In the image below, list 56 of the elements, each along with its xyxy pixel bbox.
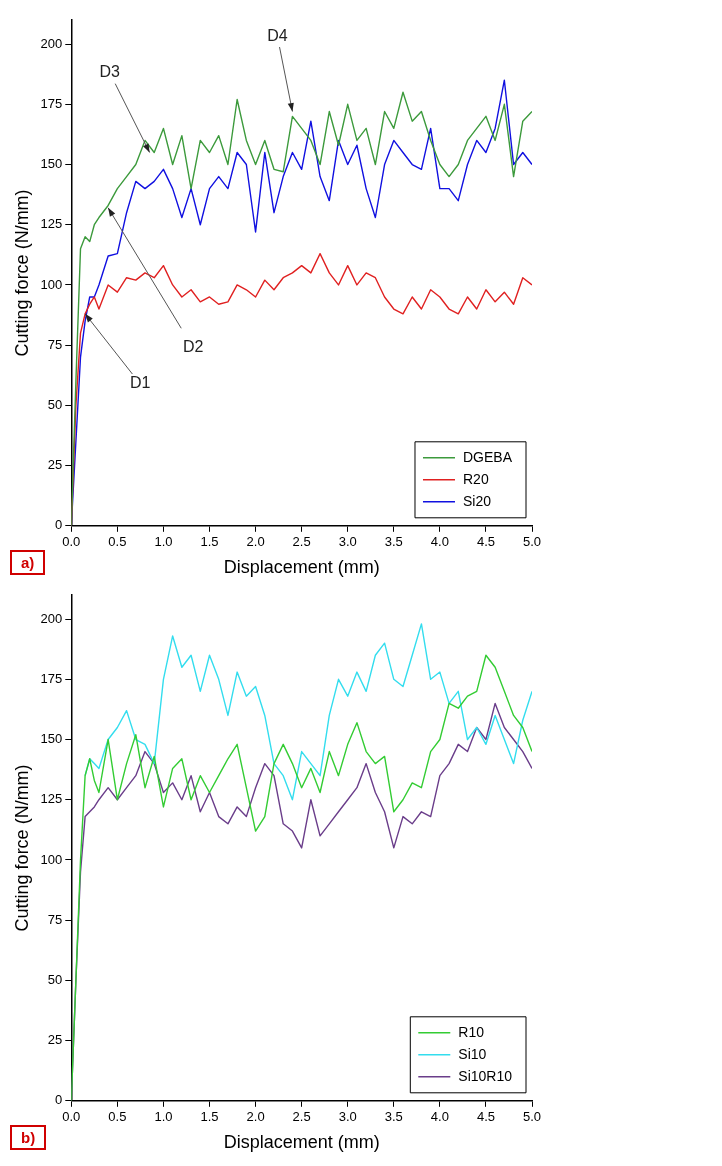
x-axis-title: Displacement (mm)	[223, 1132, 380, 1153]
x-tick-label: 5.0	[522, 534, 542, 550]
y-tick-label: 0	[55, 517, 63, 533]
y-axis-title: Cutting force (N/mm)	[11, 764, 32, 932]
text: b)	[10, 1125, 47, 1150]
x-tick-label: 1.0	[154, 1109, 173, 1125]
x-tick-label: 2.0	[246, 1109, 265, 1125]
x-tick-label: 3.5	[384, 1109, 403, 1125]
y-tick-label: 150	[40, 731, 63, 747]
y-tick-label: 200	[40, 35, 63, 51]
x-tick-label: 3.5	[384, 534, 403, 550]
x-tick-label: 3.0	[338, 1109, 357, 1125]
y-tick-label: 175	[40, 670, 63, 686]
x-tick-label: 2.5	[292, 534, 311, 550]
y-tick-label: 0	[55, 1092, 63, 1108]
x-tick-label: 2.0	[246, 534, 265, 550]
y-tick-label: 150	[40, 156, 63, 172]
legend-label: Si20	[462, 492, 492, 509]
x-tick-label: 0.5	[108, 534, 127, 550]
x-tick-label: 0.0	[62, 534, 81, 550]
x-tick-label: 4.5	[476, 534, 495, 550]
y-tick-label: 200	[40, 610, 63, 626]
x-tick-label: 4.0	[430, 534, 449, 550]
y-tick-label: 125	[40, 216, 63, 232]
x-tick-label: 1.5	[200, 534, 219, 550]
x-tick-label: 2.5	[292, 1109, 311, 1125]
y-tick-label: 100	[40, 276, 63, 292]
x-tick-label: 4.5	[476, 1109, 495, 1125]
x-tick-label: 0.5	[108, 1109, 127, 1125]
legend-label: R10	[458, 1023, 485, 1040]
y-tick-label: 75	[47, 336, 63, 352]
x-tick-label: 1.5	[200, 1109, 219, 1125]
y-tick-label: 25	[47, 1032, 63, 1048]
legend-label: Si10R10	[458, 1067, 513, 1084]
y-tick-label: 25	[47, 457, 63, 473]
x-tick-label: 4.0	[430, 1109, 449, 1125]
y-tick-label: 175	[40, 95, 63, 111]
legend-label: Si10	[458, 1045, 487, 1062]
y-tick-label: 125	[40, 791, 63, 807]
annotation: D3	[99, 62, 120, 80]
y-tick-label: 100	[40, 851, 63, 867]
x-tick-label: 1.0	[154, 534, 173, 550]
annotation: D2	[182, 338, 204, 356]
annotation: D1	[129, 374, 151, 392]
annotation: D4	[267, 26, 288, 44]
y-tick-label: 75	[47, 911, 63, 927]
y-tick-label: 50	[47, 396, 63, 412]
legend-label: R20	[462, 470, 489, 487]
text: a)	[10, 550, 46, 575]
legend-label: DGEBA	[462, 448, 513, 465]
y-tick-label: 50	[47, 971, 63, 987]
x-axis-title: Displacement (mm)	[223, 557, 380, 578]
x-tick-label: 5.0	[522, 1109, 542, 1125]
x-tick-label: 0.0	[62, 1109, 81, 1125]
x-tick-label: 3.0	[338, 534, 357, 550]
y-axis-title: Cutting force (N/mm)	[11, 189, 32, 357]
